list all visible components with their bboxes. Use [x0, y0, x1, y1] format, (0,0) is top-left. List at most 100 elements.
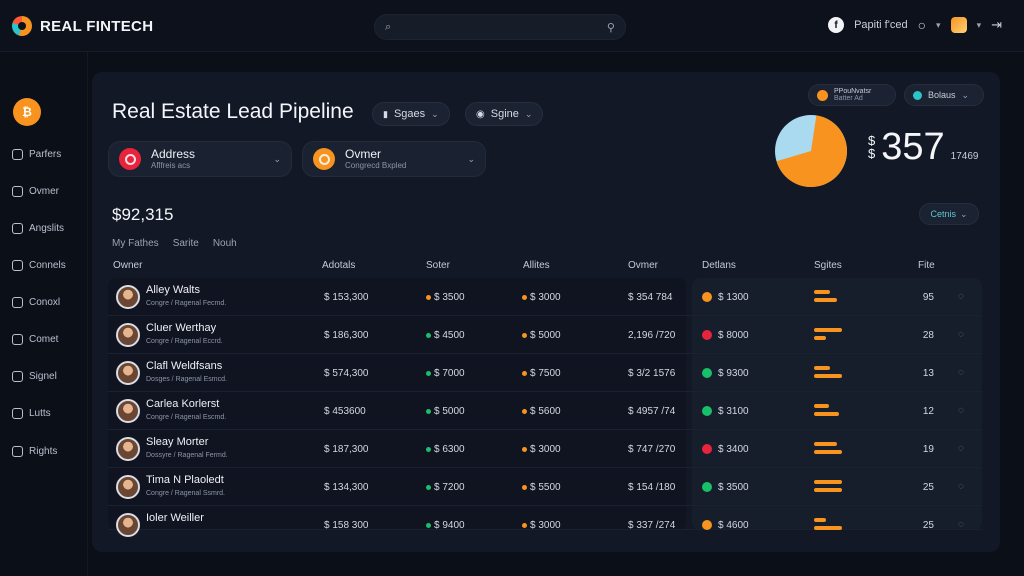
- search-input[interactable]: [409, 21, 590, 33]
- sidebar-item-lutts[interactable]: Lutts: [12, 408, 51, 419]
- bolaus-chip[interactable]: Bolaus ⌄: [904, 84, 984, 106]
- lead-name: Ioler Weiller: [146, 512, 204, 524]
- owner-status-chip[interactable]: PPouNvatsr Batter Ad: [808, 84, 896, 106]
- table-row[interactable]: Ioler Weiller $ 158 300 $ 9400 $ 3000 $ 337 …: [108, 506, 982, 537]
- stat-sub: 17469: [950, 151, 979, 162]
- total-amount: $92,315: [112, 205, 174, 224]
- address-selector[interactable]: Address Aflfreis acs ⌄: [108, 141, 292, 177]
- trend-dot-icon: [522, 370, 527, 376]
- sidebar-item-signel[interactable]: Signel: [12, 371, 57, 382]
- row-action-icon[interactable]: ◌: [958, 443, 964, 454]
- row-action-icon[interactable]: ◌: [958, 405, 964, 416]
- lead-name: Sleay Morter: [146, 436, 209, 448]
- table-row[interactable]: Tima N Plaoledt Congre / Ragenal Ssmrd. $ …: [108, 468, 982, 506]
- address-icon: [119, 148, 141, 170]
- bolaus-label: Bolaus: [928, 90, 956, 100]
- progress-bar: [814, 336, 826, 340]
- allites-value: $ 3000: [522, 520, 561, 531]
- sidebar-item-ovmer[interactable]: Ovmer: [12, 186, 59, 197]
- chart-icon: [12, 223, 23, 234]
- column-header-1[interactable]: Adotals: [322, 260, 356, 271]
- tab-1[interactable]: Sarite: [172, 238, 199, 249]
- filter-stages-dropdown[interactable]: ▮ Sgaes ⌄: [372, 102, 450, 126]
- status-value: $ 6300: [426, 444, 465, 455]
- avatar: [116, 513, 140, 537]
- sidebar-item-angslits[interactable]: Angslits: [12, 223, 64, 234]
- brand-name: REAL FINTECH: [40, 17, 154, 35]
- row-action-icon[interactable]: ◌: [958, 519, 964, 530]
- row-action-icon[interactable]: ◌: [958, 291, 964, 302]
- allites-value: $ 3000: [522, 444, 561, 455]
- tab-0[interactable]: My Fathes: [112, 238, 159, 249]
- sidebar-logo-icon[interactable]: ₿: [13, 98, 41, 126]
- user-label[interactable]: Papiti f'ced: [854, 19, 908, 31]
- table-row[interactable]: Carlea Korlerst Congre / Ragenal Escmd. $ …: [108, 392, 982, 430]
- avatar: [116, 323, 140, 347]
- column-header-2[interactable]: Soter: [426, 260, 450, 271]
- filter-stages-label: Sgaes: [393, 108, 426, 120]
- view-tabs: My Fathes Sarite Nouh: [112, 238, 237, 249]
- table-row[interactable]: Alley Walts Congre / Ragenal Fecmd. $ 153,…: [108, 278, 982, 316]
- bolaus-icon: [913, 90, 922, 100]
- trend-dot-icon: [522, 484, 527, 490]
- row-action-icon[interactable]: ◌: [958, 329, 964, 340]
- progress-bar: [814, 374, 842, 378]
- details-value: $ 8000: [718, 330, 749, 341]
- owner-value: $ 154 /180: [628, 482, 676, 493]
- trend-dot-icon: [426, 484, 431, 490]
- avatar-chevron-icon[interactable]: ▾: [976, 19, 982, 30]
- status-dot-icon: [817, 89, 828, 101]
- column-header-3[interactable]: Allites: [523, 260, 550, 271]
- top-right-controls: f Papiti f'ced ○ ▾ ▾ ⇥: [828, 17, 1002, 33]
- sidebar-item-conoxl[interactable]: Conoxl: [12, 297, 60, 308]
- table-row[interactable]: Clafl Weldfsans Dosges / Ragenal Esmcd. $ …: [108, 354, 982, 392]
- notification-icon[interactable]: f: [828, 17, 845, 33]
- sidebar-item-connels[interactable]: Connels: [12, 260, 66, 271]
- filter-sgine-dropdown[interactable]: ◉ Sgine ⌄: [465, 102, 544, 126]
- column-header-0[interactable]: Owner: [113, 260, 143, 271]
- search-icon[interactable]: ⚲: [606, 21, 615, 34]
- chip-line1: PPouNvatsr: [834, 88, 872, 95]
- column-header-4[interactable]: Ovmer: [628, 260, 658, 271]
- lead-subtitle: Congre / Ragenal Ssmrd.: [146, 490, 225, 497]
- status-value: $ 5000: [426, 406, 465, 417]
- gear-icon: [12, 297, 23, 308]
- details-value: $ 3100: [718, 406, 749, 417]
- sidebar-item-rights[interactable]: Rights: [12, 446, 57, 457]
- trend-dot-icon: [426, 522, 431, 528]
- trend-dot-icon: [522, 522, 527, 528]
- filter-sgine-label: Sgine: [490, 108, 519, 120]
- user-avatar[interactable]: [950, 17, 967, 33]
- trend-dot-icon: [426, 332, 431, 338]
- row-action-icon[interactable]: ◌: [958, 481, 964, 492]
- search-bar[interactable]: ⌕ ⚲: [374, 14, 626, 40]
- avatar: [116, 285, 140, 309]
- logout-icon[interactable]: ⇥: [991, 17, 1002, 32]
- chevron-down-icon[interactable]: ▾: [936, 19, 941, 30]
- details-value: $ 1300: [718, 292, 749, 303]
- details-button[interactable]: Cetnis ⌄: [919, 203, 979, 225]
- tab-2[interactable]: Nouh: [212, 238, 237, 249]
- status-value: $ 9400: [426, 520, 465, 531]
- lead-name: Cluer Werthay: [146, 322, 217, 334]
- column-header-6[interactable]: Sgites: [814, 260, 842, 271]
- search-global-icon[interactable]: ○: [917, 17, 927, 33]
- owner-selector[interactable]: Ovmer Congrecd Bxpled ⌄: [302, 141, 486, 177]
- address-value: $ 187,300: [324, 444, 369, 455]
- sidebar-item-comet[interactable]: Comet: [12, 334, 58, 345]
- column-header-5[interactable]: Detlans: [702, 260, 736, 271]
- table-row[interactable]: Sleay Morter Dossyre / Ragenal Fermd. $ 18…: [108, 430, 982, 468]
- table-row[interactable]: Cluer Werthay Congre / Ragenal Eccrd. $ 18…: [108, 316, 982, 354]
- brand[interactable]: REAL FINTECH: [12, 16, 153, 36]
- row-action-icon[interactable]: ◌: [958, 367, 964, 378]
- column-header-7[interactable]: Fite: [918, 260, 935, 271]
- fite-value: 95: [922, 292, 934, 303]
- avatar: [116, 361, 140, 385]
- sidebar-item-parfers[interactable]: Parfers: [12, 149, 61, 160]
- pipeline-pie-chart: [775, 115, 847, 187]
- details-value: $ 4600: [718, 520, 749, 531]
- address-value: $ 134,300: [324, 482, 369, 493]
- chevron-down-icon: ⌄: [467, 153, 475, 164]
- sidebar-item-label: Signel: [29, 371, 57, 382]
- lead-name: Tima N Plaoledt: [146, 474, 224, 486]
